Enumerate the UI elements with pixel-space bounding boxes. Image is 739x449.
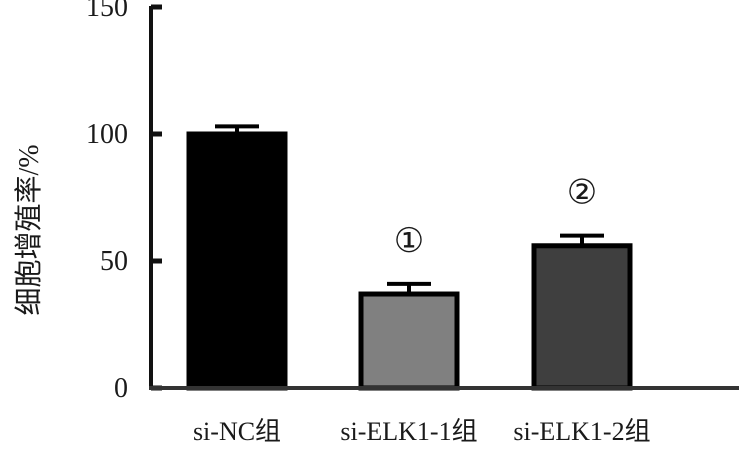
x-tick-label: si-NC组: [193, 417, 281, 446]
y-tick-label: 100: [86, 119, 128, 150]
bar-1: [358, 291, 460, 391]
x-tick-label: si-ELK1-2组: [513, 417, 650, 446]
y-tick-label: 50: [100, 246, 128, 277]
significance-marker: ②: [567, 175, 597, 212]
bar-0: [186, 131, 288, 391]
y-tick-label: 0: [114, 373, 128, 404]
x-tick-label: si-ELK1-1组: [340, 417, 477, 446]
bar-2: [531, 243, 633, 391]
y-tick-label: 150: [86, 0, 128, 23]
y-axis-label: 细胞增殖率/%: [13, 144, 45, 315]
significance-marker: ①: [394, 223, 424, 260]
